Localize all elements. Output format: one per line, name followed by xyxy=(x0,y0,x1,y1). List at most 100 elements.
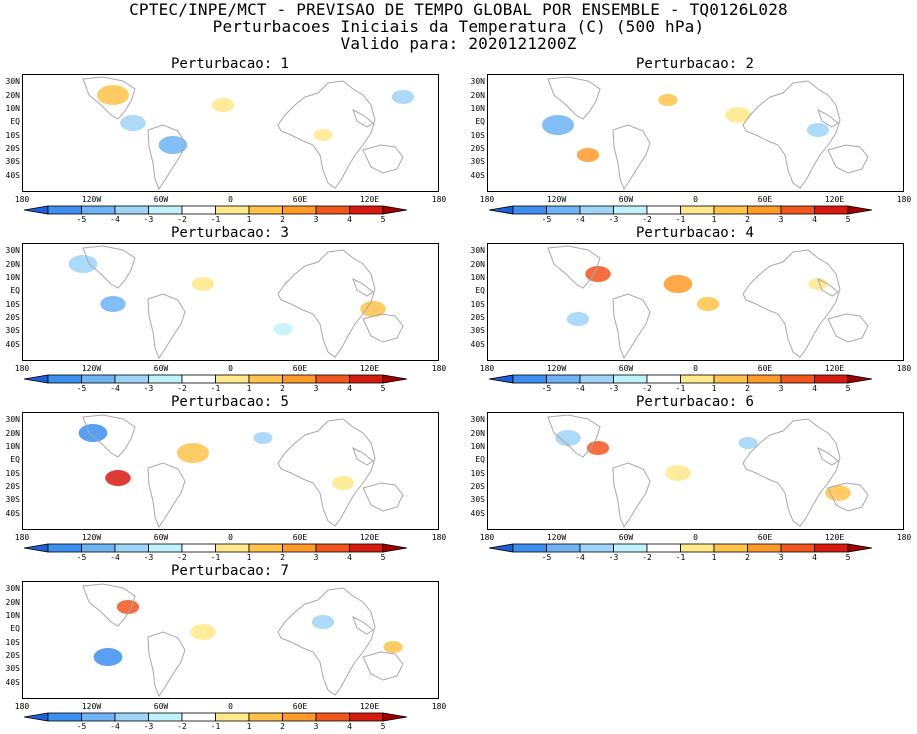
lon-tick-label: 60E xyxy=(757,364,773,373)
coastline xyxy=(352,446,374,466)
lat-tick-label: 40S xyxy=(470,340,485,349)
colorbar-tick-label: 5 xyxy=(380,215,386,224)
colorbar-tick-label: 2 xyxy=(280,722,285,731)
colorbar-tick-label: 1 xyxy=(711,215,717,224)
lon-tick-label: 60W xyxy=(153,533,169,542)
anomaly-patch xyxy=(105,470,131,486)
colorbar-segment xyxy=(181,543,216,553)
colorbar-tick-label: -4 xyxy=(110,722,120,731)
lon-tick-label: 120W xyxy=(81,533,102,542)
colorbar-tick-label: -5 xyxy=(76,384,87,393)
lat-tick-label: 20N xyxy=(5,598,20,607)
map-area xyxy=(22,74,439,192)
valid-date: Valido para: 2020121200Z xyxy=(340,34,577,53)
panel-6: Perturbacao: 6 30N 20N 10N EQ 10S 20S 30S 40S 180… xyxy=(465,395,917,565)
anomaly-patch xyxy=(383,641,403,653)
map-area xyxy=(22,581,439,699)
lon-tick-label: 60E xyxy=(292,702,308,711)
colorbar-segment xyxy=(248,205,283,215)
panel-1: Perturbacao: 1 30N 20N 10N EQ 10S 20S 30S 40S 180… xyxy=(0,57,460,227)
colorbar: -5 -4 -3 -2 -1 1 2 3 4 5 xyxy=(489,374,905,394)
panel-title: Perturbacao: 7 xyxy=(170,563,289,579)
colorbar-segment xyxy=(181,712,216,722)
colorbar-arrow-right xyxy=(382,543,408,553)
lon-tick-label: 60E xyxy=(292,533,308,542)
colorbar-arrow-left xyxy=(24,205,49,215)
colorbar-segment xyxy=(349,543,384,553)
colorbar: -5 -4 -3 -2 -1 1 2 3 4 5 xyxy=(24,712,440,732)
colorbar-arrow-right xyxy=(382,205,408,215)
lat-tick-label: EQ xyxy=(10,286,20,295)
anomaly-patch xyxy=(97,85,129,105)
lon-tick-label: 180 xyxy=(479,533,495,542)
lat-tick-label: 10N xyxy=(5,104,20,113)
anomaly-patch xyxy=(116,600,140,614)
map-area xyxy=(22,243,439,361)
colorbar-arrow-right xyxy=(382,374,408,384)
panel-2: Perturbacao: 2 30N 20N 10N EQ 10S 20S 30S 40S 180… xyxy=(465,57,917,227)
lat-tick-label: 30S xyxy=(470,495,485,504)
colorbar-segment xyxy=(646,205,681,215)
colorbar-arrow-right xyxy=(847,205,873,215)
panel-title: Perturbacao: 4 xyxy=(635,225,754,241)
coastline xyxy=(147,124,186,191)
colorbar-tick-label: -4 xyxy=(110,553,120,562)
colorbar-tick-label: -3 xyxy=(608,384,619,393)
colorbar-tick-label: 5 xyxy=(845,384,851,393)
colorbar-arrow-right xyxy=(847,374,873,384)
colorbar-tick-label: -5 xyxy=(541,384,552,393)
lon-tick-label: 0 xyxy=(693,195,698,204)
colorbar-segment xyxy=(780,543,815,553)
colorbar-segment xyxy=(814,543,849,553)
colorbar-segment xyxy=(579,205,614,215)
lat-tick-label: 10S xyxy=(5,469,20,478)
coastline xyxy=(147,631,186,698)
lat-tick-label: 30S xyxy=(5,495,20,504)
lat-tick-label: 40S xyxy=(5,340,20,349)
lon-tick-label: 0 xyxy=(228,533,233,542)
colorbar: -5 -4 -3 -2 -1 1 2 3 4 5 xyxy=(489,205,905,225)
lon-tick-label: 180 xyxy=(479,195,495,204)
lon-tick-label: 60W xyxy=(153,195,169,204)
anomaly-patch xyxy=(191,277,215,291)
colorbar-segment xyxy=(680,374,715,384)
colorbar-tick-label: 2 xyxy=(280,215,285,224)
colorbar-segment xyxy=(315,374,350,384)
colorbar-segment xyxy=(512,543,547,553)
lon-tick-label: 0 xyxy=(693,364,698,373)
lon-tick-label: 60W xyxy=(153,702,169,711)
colorbar-segment xyxy=(747,543,782,553)
coastline xyxy=(817,446,839,466)
colorbar-tick-label: 5 xyxy=(380,722,386,731)
lat-tick-label: 10N xyxy=(5,611,20,620)
lat-tick-label: 20S xyxy=(470,313,485,322)
lat-tick-label: 10S xyxy=(470,469,485,478)
colorbar-segment xyxy=(349,205,384,215)
colorbar-segment xyxy=(680,205,715,215)
colorbar-tick-label: -5 xyxy=(76,215,87,224)
lon-tick-label: 120W xyxy=(546,195,567,204)
colorbar-segment xyxy=(114,205,149,215)
colorbar-segment xyxy=(713,374,748,384)
colorbar-segment xyxy=(114,374,149,384)
lon-tick-label: 180 xyxy=(431,364,447,373)
lat-tick-label: 40S xyxy=(5,678,20,687)
colorbar-segment xyxy=(680,543,715,553)
colorbar-tick-label: 2 xyxy=(745,553,750,562)
coastline xyxy=(362,482,404,512)
colorbar-segment xyxy=(315,712,350,722)
lon-tick-label: 60W xyxy=(618,195,634,204)
colorbar-segment xyxy=(512,205,547,215)
coastline xyxy=(147,293,186,360)
anomaly-patch xyxy=(273,323,293,335)
colorbar-tick-label: 1 xyxy=(246,553,252,562)
coastline xyxy=(547,76,601,120)
colorbar-tick-label: 5 xyxy=(845,553,851,562)
colorbar-tick-label: 1 xyxy=(246,722,252,731)
lat-tick-label: 20S xyxy=(5,482,20,491)
colorbar-segment xyxy=(282,543,317,553)
colorbar-tick-label: -2 xyxy=(177,215,187,224)
colorbar-segment xyxy=(81,205,116,215)
anomaly-patch xyxy=(663,275,693,293)
colorbar: -5 -4 -3 -2 -1 1 2 3 4 5 xyxy=(24,543,440,563)
